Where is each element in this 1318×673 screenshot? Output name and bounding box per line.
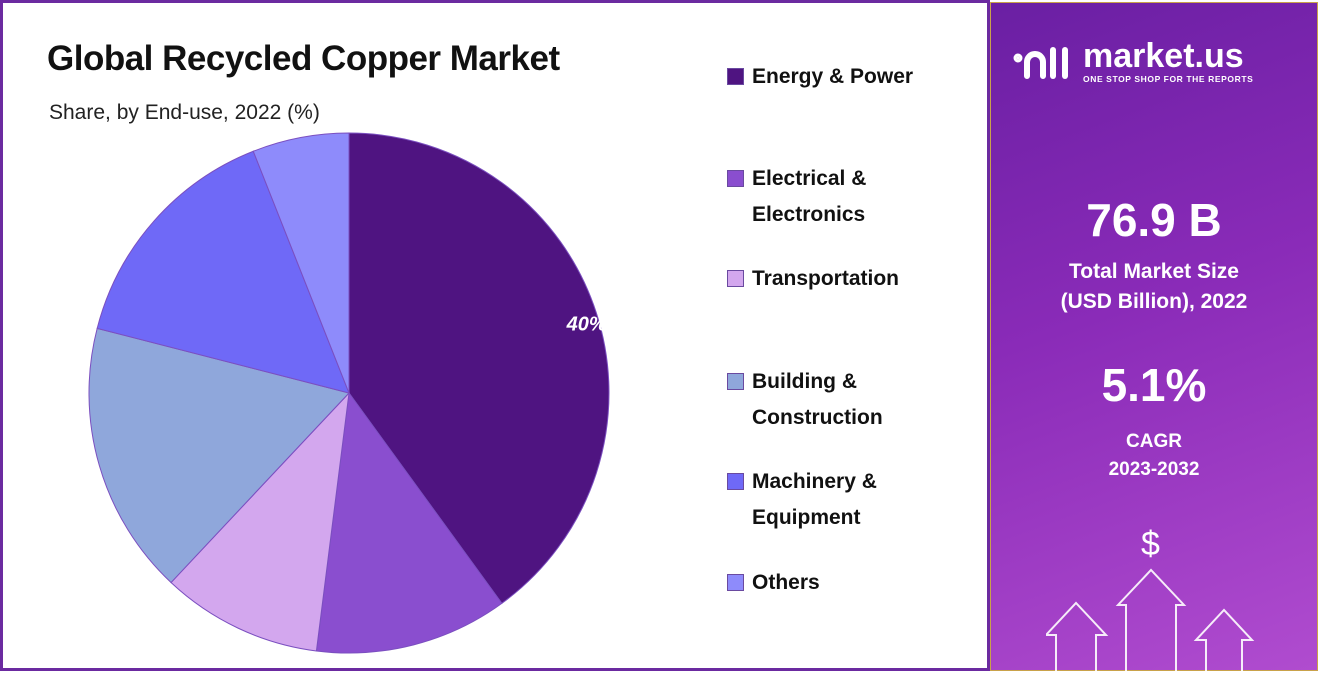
pie-slice-machinery-equipment: [96, 150, 350, 394]
pie-slice-transportation: [170, 391, 350, 652]
legend-swatch: [727, 473, 744, 490]
chart-panel: Global Recycled Copper Market Share, by …: [0, 0, 990, 671]
legend-item: Electrical & Electronics: [727, 161, 977, 233]
pie-slice-building-construction: [88, 327, 350, 584]
data-label: 40%: [566, 313, 607, 335]
market-size-label-1: Total Market Size: [1069, 260, 1239, 283]
logo-tagline: ONE STOP SHOP FOR THE REPORTS: [1083, 74, 1254, 84]
legend-label: Building & Construction: [752, 370, 883, 429]
growth-arrows-icon: [1046, 568, 1255, 673]
legend-item: Building & Construction: [727, 364, 977, 436]
pie-slice-electrical-electronics: [315, 391, 503, 654]
logo: market.us ONE STOP SHOP FOR THE REPORTS: [1013, 39, 1253, 85]
legend-swatch: [727, 574, 744, 591]
cagr-label: CAGR: [1126, 431, 1182, 452]
pie-slice-others: [252, 132, 350, 394]
legend-label: Transportation: [752, 267, 900, 290]
legend-label: Others: [752, 571, 820, 594]
legend-swatch: [727, 270, 744, 287]
legend-item: Transportation: [727, 261, 977, 297]
cagr-value: 5.1%: [1101, 359, 1207, 411]
dollar-icon: $: [1141, 525, 1160, 563]
chart-title: Global Recycled Copper Market: [47, 39, 560, 78]
market-size-label-2: (USD Billion), 2022: [1060, 290, 1248, 313]
legend-label: Energy & Power: [752, 65, 914, 88]
cagr-period: 2023-2032: [1108, 459, 1200, 480]
logo-icon: [1013, 47, 1068, 79]
legend-item: Others: [727, 565, 977, 601]
legend-swatch: [727, 373, 744, 390]
pie-slice-energy-power: [348, 132, 610, 605]
legend-swatch: [727, 68, 744, 85]
legend-label: Machinery & Equipment: [752, 470, 877, 529]
logo-name: market.us: [1083, 37, 1244, 75]
legend-swatch: [727, 170, 744, 187]
legend-label: Electrical & Electronics: [752, 167, 867, 226]
chart-subtitle: Share, by End-use, 2022 (%): [49, 101, 320, 124]
stats-panel: market.us ONE STOP SHOP FOR THE REPORTS …: [990, 2, 1318, 673]
pie-chart: 40%: [88, 132, 610, 654]
legend-item: Energy & Power: [727, 59, 977, 95]
market-size-value: 76.9 B: [1086, 194, 1222, 246]
legend-item: Machinery & Equipment: [727, 464, 977, 536]
